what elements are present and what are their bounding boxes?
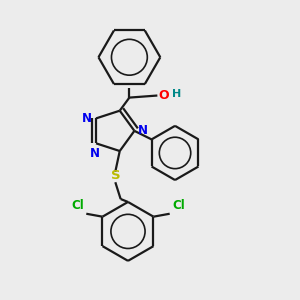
Text: N: N xyxy=(82,112,92,125)
Text: N: N xyxy=(138,124,148,137)
Text: H: H xyxy=(172,89,181,99)
Text: S: S xyxy=(110,169,120,182)
Text: Cl: Cl xyxy=(172,199,185,212)
Text: Cl: Cl xyxy=(71,199,84,212)
Text: O: O xyxy=(158,89,169,102)
Text: N: N xyxy=(90,147,100,160)
